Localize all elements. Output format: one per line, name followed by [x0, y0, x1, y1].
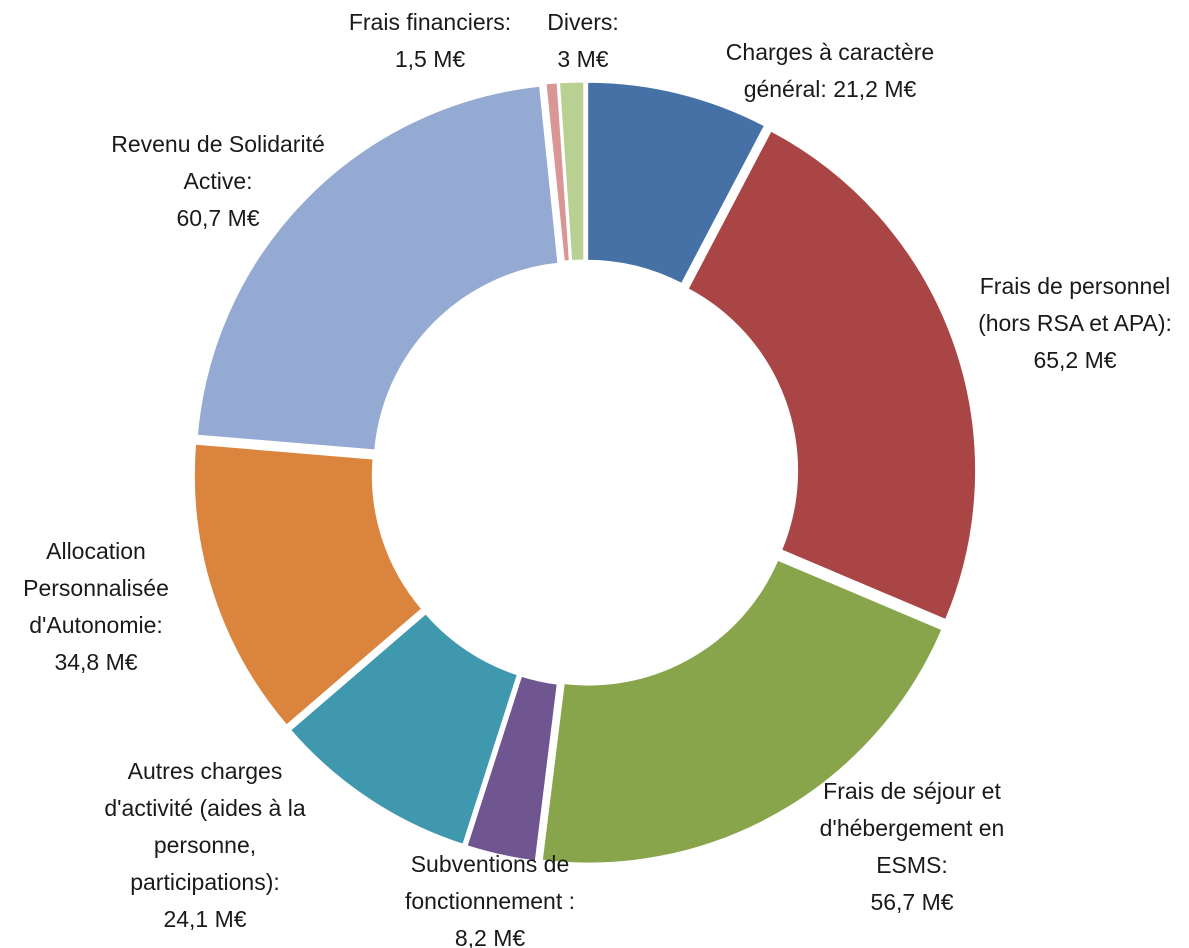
value-label: 3 M€: [557, 46, 609, 72]
value-label: 8,2 M€: [454, 925, 526, 948]
donut-slice: [287, 610, 521, 848]
donut-slice: [464, 673, 560, 864]
data-label: Frais de séjour et d'hébergement en ESMS…: [807, 773, 1017, 921]
donut-slice: [585, 79, 768, 287]
data-label: Revenu de Solidarité Active: 60,7 M€: [81, 126, 356, 237]
category-label: Revenu de Solidarité Active:: [111, 131, 325, 194]
value-label: 65,2 M€: [1033, 347, 1117, 373]
value-label: 56,7 M€: [870, 889, 954, 915]
value-label: 1,5 M€: [394, 46, 466, 72]
category-label: Allocation Personnalisée d'Autonomie:: [23, 538, 169, 638]
value-label: 60,7 M€: [176, 205, 260, 231]
data-label: Charges à caractère général: 21,2 M€: [710, 34, 950, 108]
data-label: Autres charges d'activité (aides à la pe…: [98, 753, 313, 938]
category-label: Autres charges d'activité (aides à la pe…: [104, 758, 306, 895]
donut-slice: [194, 83, 561, 453]
data-label: Frais financiers: 1,5 M€: [325, 4, 535, 78]
data-label: Frais de personnel (hors RSA et APA): 65…: [963, 268, 1188, 379]
donut-slice: [556, 79, 587, 264]
category-label: Frais de personnel (hors RSA et APA):: [978, 273, 1172, 336]
data-label: Allocation Personnalisée d'Autonomie: 34…: [4, 533, 189, 681]
donut-slice: [191, 441, 426, 729]
category-label: Divers:: [547, 9, 619, 35]
value-label: 24,1 M€: [163, 906, 247, 932]
category-label: Charges à caractère général:: [725, 39, 935, 102]
data-label: Subventions de fonctionnement : 8,2 M€: [383, 846, 598, 948]
category-label: Frais de séjour et d'hébergement en ESMS…: [819, 778, 1005, 878]
value-label: 21,2 M€: [833, 76, 917, 102]
value-label: 34,8 M€: [54, 649, 138, 675]
category-label: Frais financiers:: [348, 9, 512, 35]
data-label: Divers: 3 M€: [538, 4, 628, 78]
category-label: Subventions de fonctionnement :: [404, 851, 576, 914]
donut-slice: [539, 557, 946, 866]
donut-slice: [684, 127, 979, 623]
